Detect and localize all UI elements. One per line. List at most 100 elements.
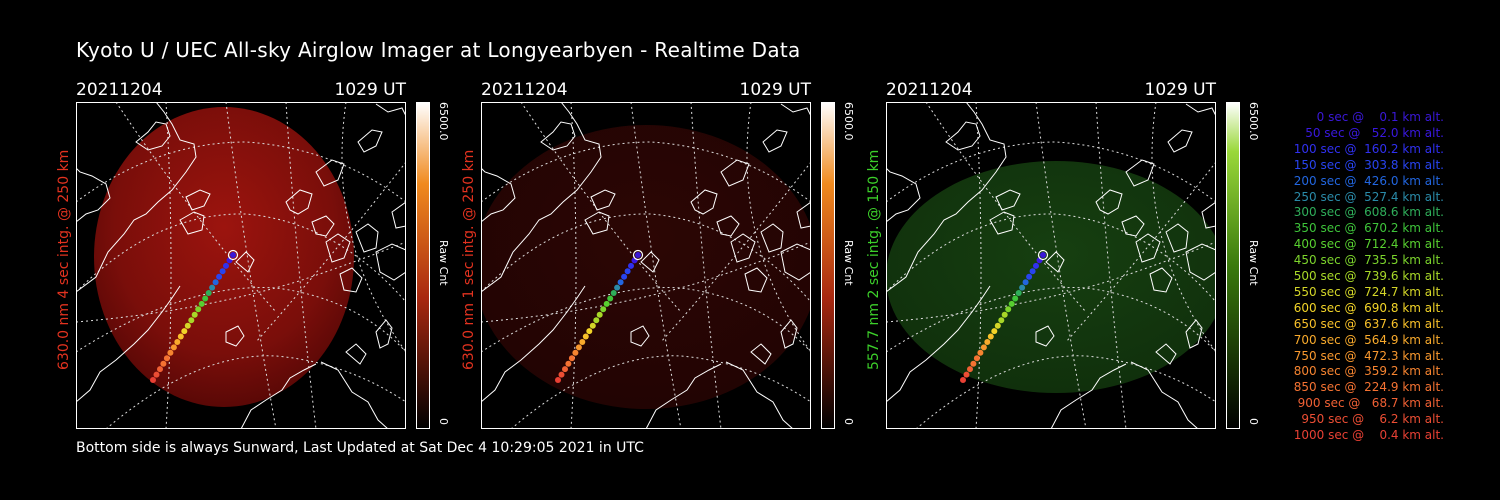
trajectory-point	[1015, 290, 1022, 296]
legend-entry: 650 sec @ 637.6 km alt.	[1289, 316, 1444, 331]
colorbar	[416, 102, 430, 429]
trajectory-point	[157, 366, 163, 373]
trajectory-point	[230, 252, 236, 258]
panel-time: 1029 UT	[334, 80, 407, 100]
panel-wavelength-label: 630.0 nm 1 sec intg. @ 250 km	[461, 149, 477, 370]
trajectory-point	[603, 300, 610, 307]
trajectory-point	[998, 317, 1005, 324]
trajectory-point	[628, 262, 634, 269]
trajectory-point	[195, 306, 202, 313]
colorbar-unit-label: Raw Cnt	[437, 240, 450, 286]
legend-entry: 1000 sec @ 0.4 km alt.	[1293, 428, 1444, 442]
trajectory-point	[568, 355, 575, 362]
trajectory-point	[167, 349, 174, 356]
airglow-image	[886, 161, 1216, 393]
legend-entry: 400 sec @ 712.4 km alt.	[1289, 237, 1444, 252]
legend-entry: 350 sec @ 670.2 km alt.	[1289, 221, 1444, 236]
trajectory-point	[963, 371, 970, 378]
allsky-map	[886, 102, 1216, 429]
trajectory-point	[635, 252, 641, 258]
station-marker	[1037, 249, 1049, 261]
legend-entry: 150 sec @ 303.8 km alt.	[1289, 157, 1444, 172]
footer-status: Bottom side is always Sunward, Last Upda…	[76, 440, 644, 456]
trajectory-point	[223, 262, 229, 269]
panel-date: 20211204	[481, 80, 568, 100]
trajectory-point	[973, 355, 980, 362]
trajectory-point	[960, 377, 966, 383]
trajectory-track	[555, 249, 644, 383]
trajectory-point	[202, 295, 209, 302]
legend-entry: 600 sec @ 690.8 km alt.	[1289, 300, 1444, 315]
trajectory-point	[586, 328, 593, 335]
trajectory-point	[555, 377, 561, 383]
lat-lon-grid	[481, 102, 811, 429]
trajectory-point	[621, 273, 628, 280]
trajectory-point	[600, 306, 607, 313]
legend-entry: 950 sec @ 6.2 km alt.	[1297, 412, 1444, 427]
trajectory-point	[1001, 311, 1008, 318]
lat-lon-grid	[76, 102, 406, 429]
colorbar-min-label: 0	[1247, 418, 1260, 425]
trajectory-point	[1033, 262, 1039, 269]
coastline	[76, 102, 406, 429]
trajectory-point	[188, 317, 195, 324]
panel-time: 1029 UT	[1144, 80, 1217, 100]
colorbar-min-label: 0	[842, 418, 855, 425]
trajectory-point	[153, 371, 160, 378]
station-marker	[632, 249, 644, 261]
allsky-map	[76, 102, 406, 429]
trajectory-point	[970, 360, 977, 367]
trajectory-point	[184, 322, 191, 329]
trajectory-point	[174, 339, 181, 345]
trajectory-point	[1029, 268, 1036, 275]
trajectory-point	[1040, 252, 1046, 258]
trajectory-point	[562, 366, 568, 373]
colorbar-unit-label: Raw Cnt	[1247, 240, 1260, 286]
trajectory-point	[198, 300, 205, 307]
colorbar-max-label: 6500.0	[842, 102, 855, 141]
panel-wavelength-label: 557.7 nm 2 sec intg. @ 150 km	[866, 149, 882, 370]
trajectory-point	[160, 360, 167, 367]
legend-entry: 550 sec @ 724.7 km alt.	[1289, 284, 1444, 299]
panel-date: 20211204	[886, 80, 973, 100]
allsky-map	[481, 102, 811, 429]
trajectory-point	[991, 328, 998, 335]
trajectory-point	[1012, 295, 1019, 302]
colorbar-min-label: 0	[437, 418, 450, 425]
trajectory-point	[191, 311, 198, 318]
trajectory-point	[209, 284, 216, 291]
colorbar-max-label: 6500.0	[437, 102, 450, 141]
trajectory-point	[170, 344, 177, 351]
trajectory-point	[212, 279, 219, 286]
legend-entry: 450 sec @ 735.5 km alt.	[1289, 253, 1444, 268]
trajectory-track	[150, 249, 239, 383]
legend-entry: 200 sec @ 426.0 km alt.	[1289, 173, 1444, 188]
trajectory-point	[582, 333, 589, 340]
trajectory-point	[163, 355, 170, 362]
panel-date: 20211204	[76, 80, 163, 100]
colorbar-unit-label: Raw Cnt	[842, 240, 855, 286]
trajectory-point	[150, 377, 156, 383]
legend-entry: 800 sec @ 359.2 km alt.	[1289, 364, 1444, 379]
trajectory-point	[558, 371, 565, 378]
legend-entry: 850 sec @ 224.9 km alt.	[1289, 380, 1444, 395]
airglow-image	[481, 125, 811, 409]
trajectory-point	[610, 290, 617, 296]
trajectory-point	[579, 339, 586, 345]
trajectory-point	[575, 344, 582, 351]
trajectory-point	[177, 333, 184, 340]
legend-entry: 250 sec @ 527.4 km alt.	[1289, 189, 1444, 204]
coastline	[886, 102, 1216, 429]
trajectory-point	[181, 328, 188, 335]
trajectory-point	[614, 284, 621, 291]
trajectory-point	[1005, 306, 1012, 313]
trajectory-point	[565, 360, 572, 367]
trajectory-point	[624, 268, 631, 275]
colorbar	[821, 102, 835, 429]
colorbar-max-label: 6500.0	[1247, 102, 1260, 141]
trajectory-point	[216, 273, 223, 280]
trajectory-point	[589, 322, 596, 329]
legend-entry: 0 sec @ 0.1 km alt.	[1305, 110, 1444, 124]
trajectory-point	[617, 279, 624, 286]
legend-entry: 500 sec @ 739.6 km alt.	[1289, 269, 1444, 283]
